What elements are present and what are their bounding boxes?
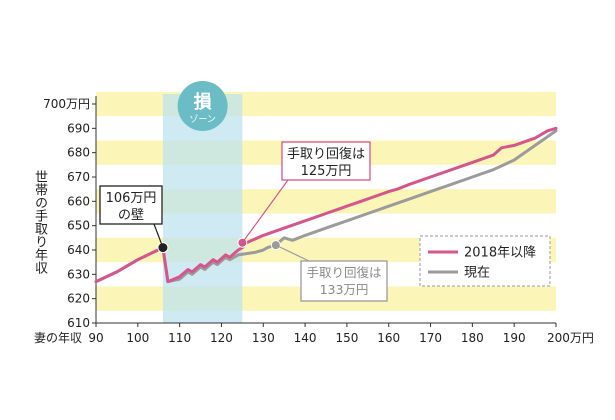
callout-text: の壁 <box>118 208 144 223</box>
y-tick-label: 680 <box>67 146 90 160</box>
callout-line <box>275 244 310 262</box>
x-tick-label: 100 <box>126 331 149 345</box>
y-tick-label: 620 <box>67 292 90 306</box>
x-tick-label: 120 <box>210 331 233 345</box>
legend-label: 現在 <box>464 266 490 281</box>
x-tick-label: 150 <box>335 331 358 345</box>
callout-text: 手取り回復は <box>287 146 365 162</box>
callout-line <box>153 223 164 248</box>
loss-zone-badge: 損 ゾーン <box>177 81 228 131</box>
x-tick-label: 90 <box>88 331 103 345</box>
y-tick-label: 670 <box>67 170 90 184</box>
series-line <box>94 129 558 284</box>
y-axis-label: 世帯の手取り年収 <box>32 170 47 274</box>
x-tick-label: 190 <box>503 331 526 345</box>
legend-label: 2018年以降 <box>464 246 536 261</box>
x-tick-label: 140 <box>294 331 317 345</box>
y-tick-label: 700万円 <box>43 97 90 111</box>
callout-text: 106万円 <box>106 191 157 206</box>
x-tick-label: 200万円 <box>547 331 594 345</box>
x-tick-label: 110 <box>168 331 191 345</box>
y-tick-label: 610 <box>67 316 90 330</box>
series-line <box>94 126 558 284</box>
series-lines <box>94 126 558 284</box>
callout-text: 手取り回復は <box>306 265 381 280</box>
x-tick-label: 180 <box>461 331 484 345</box>
loss-zone-badge-main: 損 <box>194 91 213 113</box>
axes: 610 620 630 640 650 660 670 680 690 700万円 90 100 110… <box>43 96 594 345</box>
y-tick-label: 660 <box>67 194 90 208</box>
callout-text: 125万円 <box>301 164 352 179</box>
callout-box <box>281 141 371 181</box>
callout-box <box>300 260 388 302</box>
callout-line <box>241 179 289 244</box>
y-tick-label: 650 <box>67 219 90 233</box>
y-tick-label: 630 <box>67 267 90 281</box>
callout-text: 133万円 <box>320 282 369 297</box>
x-tick-label: 130 <box>252 331 275 345</box>
loss-zone-badge-circle <box>177 81 228 131</box>
callout-box <box>99 185 163 225</box>
y-tick-label: 690 <box>67 121 90 135</box>
x-axis-label: 妻の年収 <box>34 331 82 345</box>
y-tick-label: 640 <box>67 243 90 257</box>
legend-box <box>419 235 551 287</box>
x-tick-label: 160 <box>377 331 400 345</box>
loss-zone <box>162 94 243 323</box>
x-tick-label: 170 <box>419 331 442 345</box>
loss-zone-badge-sub: ゾーン <box>189 114 216 125</box>
